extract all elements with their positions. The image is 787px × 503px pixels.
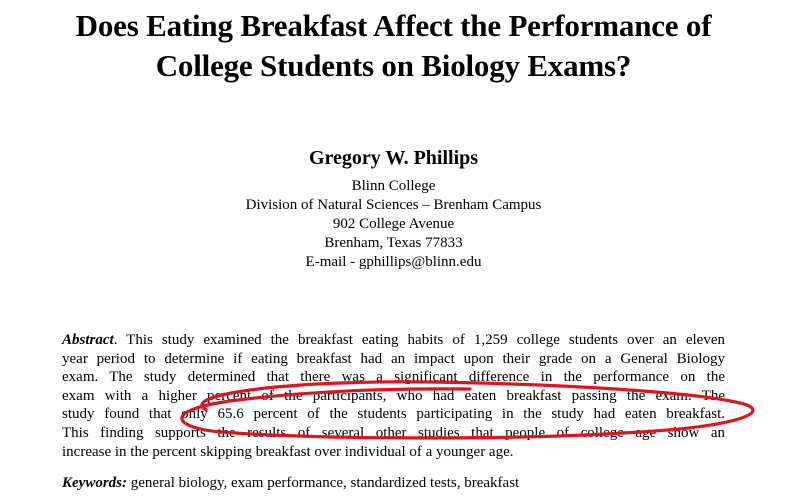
title-line-2: College Students on Biology Exams? bbox=[155, 48, 632, 83]
abstract-line: study found that only 65.6 percent of th… bbox=[62, 406, 725, 423]
abstract-label-punct: . bbox=[113, 332, 118, 348]
email-label: E-mail - bbox=[305, 254, 356, 270]
keywords-label: Keywords: bbox=[62, 475, 127, 491]
abstract: Abstract. This study examined the breakf… bbox=[62, 331, 725, 461]
abstract-line: year period to determine if eating break… bbox=[62, 350, 725, 367]
email-address: gphillips@blinn.edu bbox=[358, 254, 482, 270]
abstract-line: Abstract. This study examined the breakf… bbox=[62, 331, 725, 350]
abstract-line: exam. The study determined that there wa… bbox=[62, 369, 725, 386]
abstract-line-text: This study examined the breakfast eating… bbox=[117, 332, 725, 348]
affiliation-street: 902 College Avenue bbox=[332, 216, 455, 232]
keywords-text: general biology, exam performance, stand… bbox=[127, 475, 520, 491]
abstract-label: Abstract bbox=[62, 332, 114, 348]
email-line: E-mail - gphillips@blinn.edu bbox=[0, 253, 787, 272]
author-affiliation: Blinn College Division of Natural Scienc… bbox=[0, 177, 787, 272]
abstract-line: increase in the percent skipping breakfa… bbox=[62, 443, 514, 460]
affiliation-institution: Blinn College bbox=[351, 178, 436, 194]
title-line-1: Does Eating Breakfast Affect the Perform… bbox=[75, 8, 712, 43]
author-name: Gregory W. Phillips bbox=[308, 147, 479, 169]
abstract-line: exam with a higher percent of the partic… bbox=[62, 387, 725, 404]
affiliation-city: Brenham, Texas 77833 bbox=[324, 235, 463, 251]
keywords: Keywords: general biology, exam performa… bbox=[62, 474, 519, 493]
paper-title: Does Eating Breakfast Affect the Perform… bbox=[0, 6, 787, 86]
abstract-line: This finding supports the results of sev… bbox=[62, 424, 725, 441]
affiliation-division: Division of Natural Sciences – Brenham C… bbox=[245, 197, 542, 213]
